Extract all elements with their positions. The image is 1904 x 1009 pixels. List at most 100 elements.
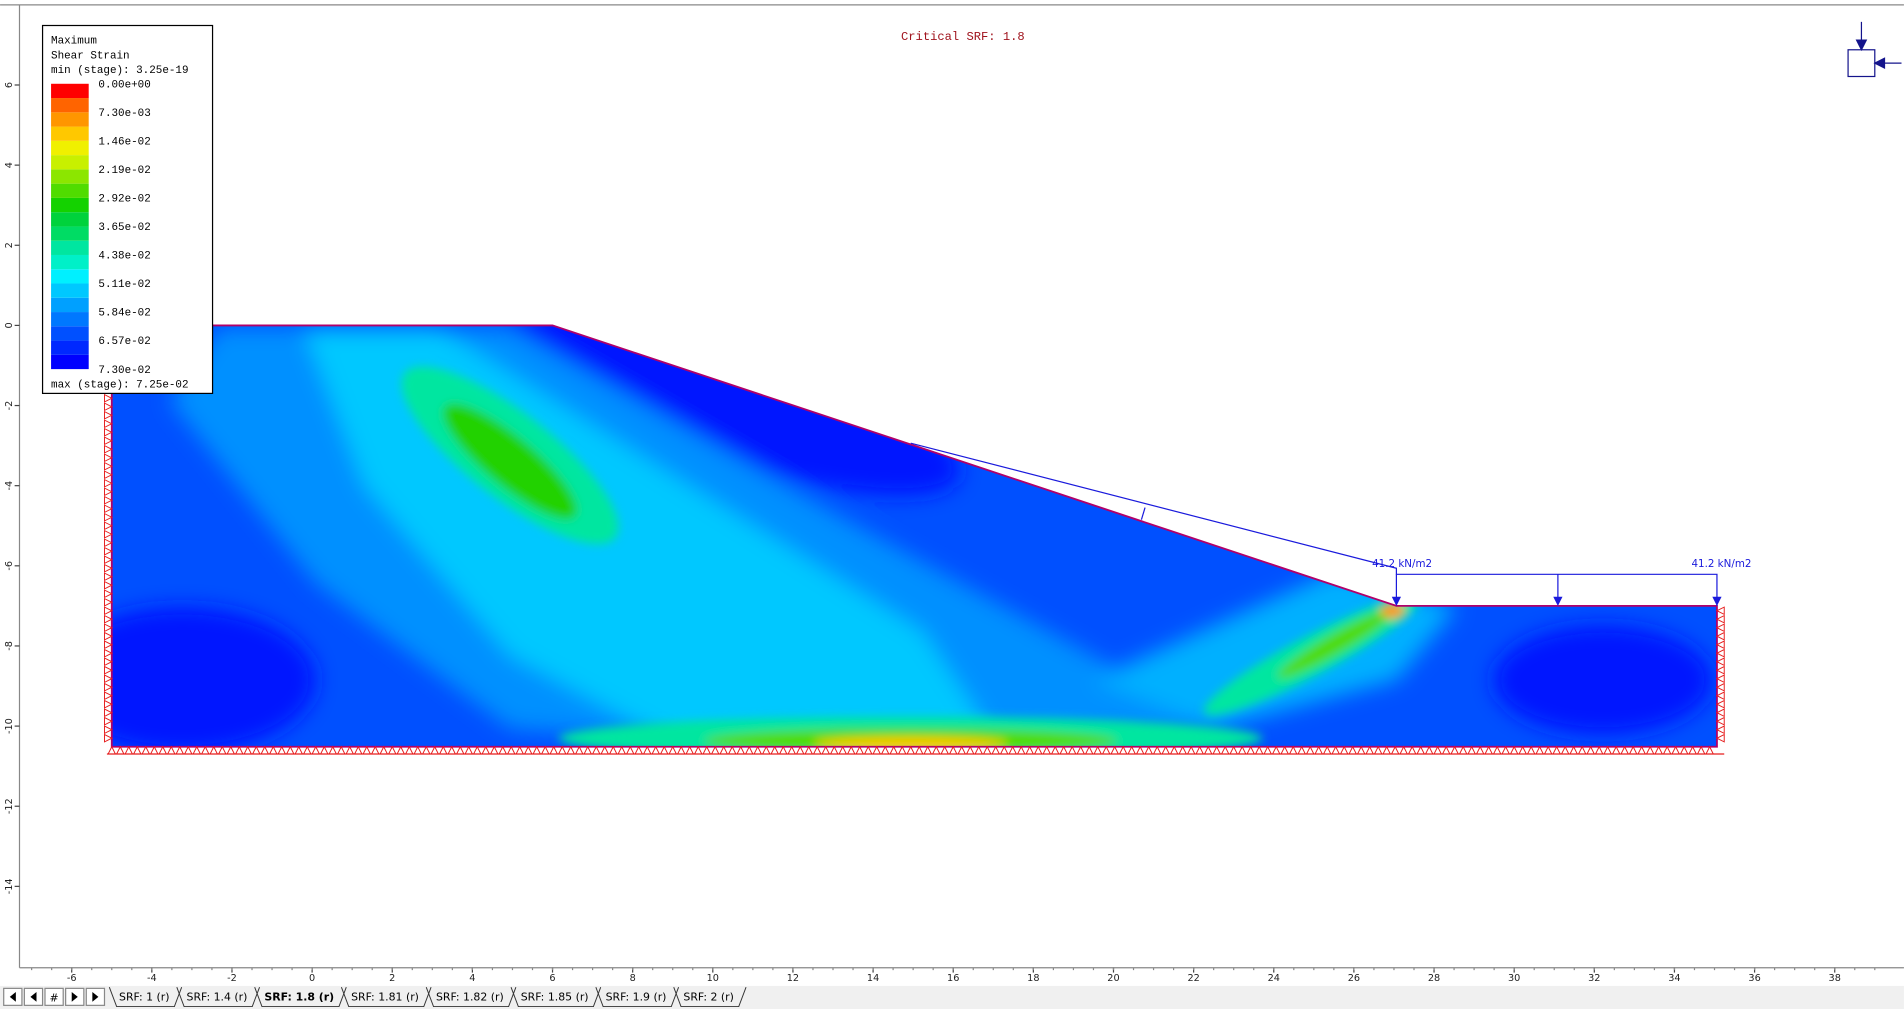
critical-srf: Critical SRF: 1.8 bbox=[901, 30, 1025, 44]
legend-swatch bbox=[51, 155, 89, 170]
legend-swatch bbox=[51, 269, 89, 284]
support bbox=[1715, 674, 1725, 684]
tab[interactable]: SRF: 1.82 (r) bbox=[436, 991, 504, 1004]
y-tick-label: -14 bbox=[4, 878, 15, 894]
support bbox=[104, 716, 113, 726]
support bbox=[1715, 733, 1725, 743]
support bbox=[104, 504, 113, 514]
tab[interactable]: SRF: 1.4 (r) bbox=[187, 991, 248, 1004]
tab-edge bbox=[510, 986, 602, 1008]
legend-swatch bbox=[51, 169, 89, 184]
nav-button[interactable] bbox=[44, 987, 64, 1006]
support bbox=[104, 563, 113, 573]
support bbox=[1715, 716, 1725, 726]
support bbox=[104, 580, 113, 590]
x-tick-label: 4 bbox=[469, 973, 475, 984]
y-tick-label: 2 bbox=[4, 242, 15, 248]
support bbox=[104, 657, 113, 667]
x-tick-label: 24 bbox=[1268, 973, 1280, 984]
support bbox=[1715, 665, 1725, 675]
support bbox=[104, 699, 113, 709]
legend-title: Shear Strain bbox=[51, 50, 130, 62]
legend-swatch bbox=[51, 312, 89, 327]
support bbox=[104, 402, 113, 412]
x-tick-label: 34 bbox=[1668, 973, 1680, 984]
legend-label: 1.46e-02 bbox=[98, 136, 150, 148]
support bbox=[1715, 648, 1725, 658]
support bbox=[1715, 725, 1725, 735]
legend-title: Maximum bbox=[51, 36, 97, 48]
tab[interactable]: SRF: 1.85 (r) bbox=[521, 991, 589, 1004]
support bbox=[104, 461, 113, 471]
support bbox=[1715, 623, 1725, 633]
support bbox=[1715, 606, 1725, 616]
tab-edge bbox=[108, 986, 183, 1008]
legend: Maximum Shear Strain min (stage): 3.25e-… bbox=[41, 24, 214, 395]
support bbox=[104, 665, 113, 675]
legend-swatch bbox=[51, 226, 89, 241]
support bbox=[104, 606, 113, 616]
legend-swatch bbox=[51, 98, 89, 113]
support bbox=[104, 682, 113, 692]
tab-bar: # SRF: 1 (r) SRF: 1.4 (r) SRF: 1.8 (r) SRF: … bbox=[0, 985, 1904, 1009]
nav-arrow[interactable] bbox=[9, 992, 16, 1002]
support bbox=[104, 436, 113, 446]
tab-edge bbox=[254, 986, 347, 1008]
nav-arrow[interactable] bbox=[71, 992, 78, 1002]
tab-edge bbox=[595, 986, 680, 1008]
y-tick-label: -2 bbox=[4, 401, 15, 411]
legend-label: 2.92e-02 bbox=[98, 194, 150, 206]
nav-arrow[interactable] bbox=[92, 992, 99, 1002]
x-tick-label: 30 bbox=[1508, 973, 1520, 984]
support bbox=[104, 555, 113, 565]
support bbox=[104, 495, 113, 505]
y-tick-label: -8 bbox=[4, 641, 15, 651]
support bbox=[104, 538, 113, 548]
tab[interactable]: SRF: 1 (r) bbox=[119, 991, 169, 1004]
legend-label: 7.30e-03 bbox=[98, 108, 150, 120]
support bbox=[104, 572, 113, 582]
support bbox=[104, 529, 113, 539]
tab[interactable]: SRF: 1.81 (r) bbox=[351, 991, 419, 1004]
legend-label: 4.38e-02 bbox=[98, 251, 150, 263]
support bbox=[104, 708, 113, 718]
legend-label: 2.19e-02 bbox=[98, 165, 150, 177]
y-tick-label: -12 bbox=[4, 798, 15, 814]
legend-label: 5.84e-02 bbox=[98, 308, 150, 320]
nav-arrow[interactable] bbox=[30, 992, 37, 1002]
legend-swatch bbox=[51, 283, 89, 298]
support bbox=[1715, 682, 1725, 692]
view-icon bbox=[1847, 21, 1902, 78]
support bbox=[104, 623, 113, 633]
support bbox=[1715, 699, 1725, 709]
support bbox=[104, 631, 113, 641]
load-label: 41.2 kN/m2 bbox=[1372, 558, 1432, 570]
tab-edge bbox=[340, 986, 432, 1008]
support bbox=[104, 614, 113, 624]
tab-edge bbox=[425, 986, 517, 1008]
y-tick-label: -4 bbox=[4, 481, 15, 491]
support bbox=[104, 453, 113, 463]
legend-swatch bbox=[51, 83, 89, 99]
tab[interactable]: SRF: 2 (r) bbox=[683, 991, 733, 1004]
x-tick-label: 12 bbox=[787, 973, 799, 984]
legend-swatch bbox=[51, 240, 89, 255]
y-tick-label: 4 bbox=[4, 162, 15, 168]
support bbox=[104, 419, 113, 429]
tab[interactable]: SRF: 1.8 (r) bbox=[264, 991, 334, 1004]
legend-swatch bbox=[51, 297, 89, 313]
support bbox=[104, 478, 113, 488]
support bbox=[104, 444, 113, 454]
support bbox=[104, 648, 113, 658]
legend-swatch bbox=[51, 254, 89, 270]
tab[interactable]: SRF: 1.9 (r) bbox=[606, 991, 667, 1004]
nav-button-label[interactable]: # bbox=[50, 992, 59, 1005]
support bbox=[104, 691, 113, 701]
support bbox=[104, 470, 113, 480]
x-tick-label: 36 bbox=[1748, 973, 1760, 984]
x-tick-label: 8 bbox=[630, 973, 636, 984]
support bbox=[104, 589, 113, 599]
tab-bar-bg bbox=[0, 985, 1904, 1009]
support bbox=[104, 546, 113, 556]
